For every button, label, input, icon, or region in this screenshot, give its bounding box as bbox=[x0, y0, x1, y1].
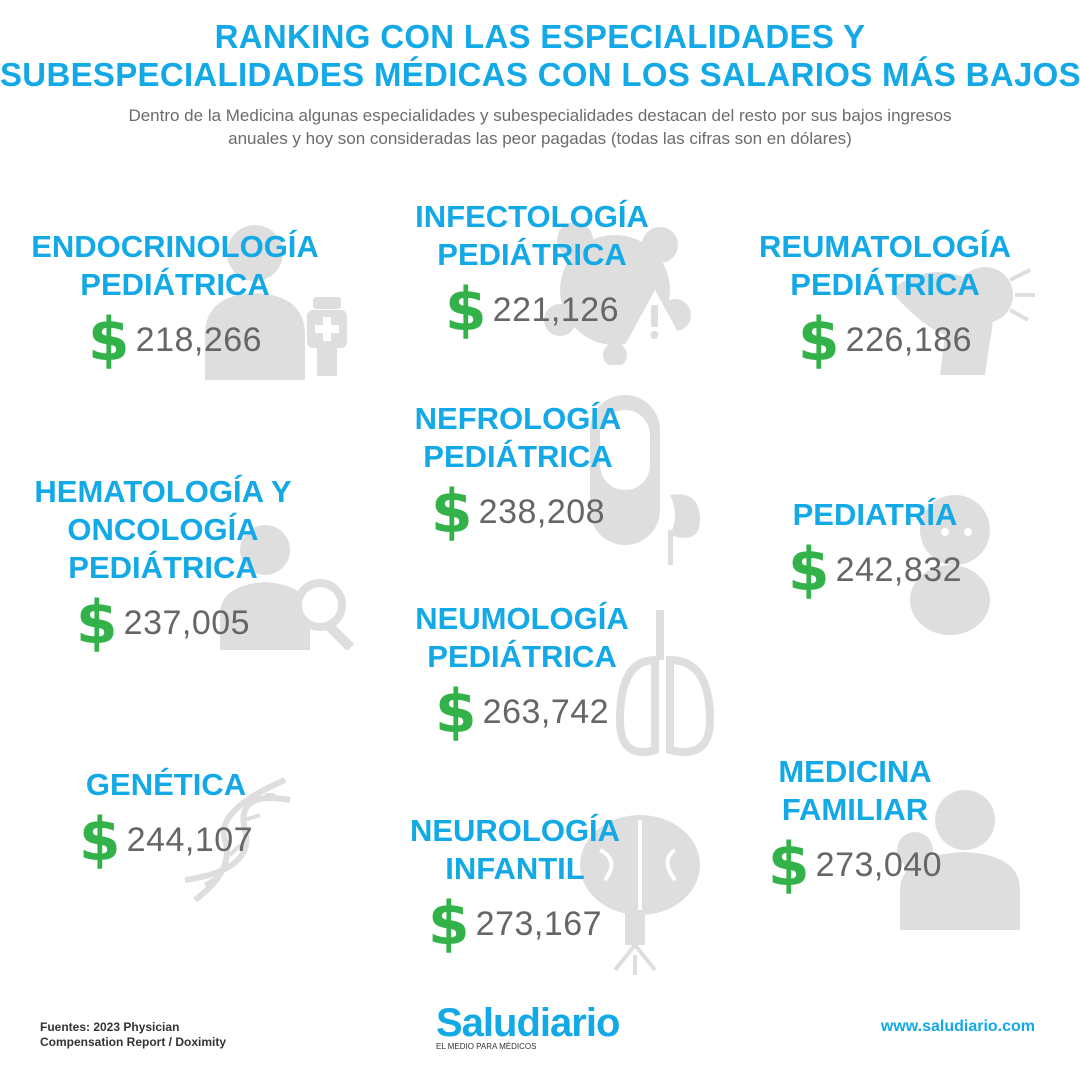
specialty-line: GENÉTICA bbox=[85, 767, 247, 802]
page-title: RANKING CON LAS ESPECIALIDADES Y SUBESPE… bbox=[0, 18, 1080, 94]
specialty-line: NEFROLOGÍA bbox=[414, 401, 622, 436]
specialty-name: INFECTOLOGÍA PEDIÁTRICA bbox=[372, 198, 692, 274]
sources-note: Fuentes: 2023 Physician Compensation Rep… bbox=[40, 1020, 226, 1050]
brain-icon bbox=[580, 815, 700, 975]
dollar-icon: $ bbox=[444, 275, 487, 345]
dollar-icon: $ bbox=[430, 477, 473, 547]
specialty-line: PEDIÁTRICA bbox=[790, 267, 980, 302]
salary: $ 244,107 bbox=[6, 810, 326, 870]
salary-amount: 237,005 bbox=[123, 604, 251, 642]
salary-amount: 242,832 bbox=[835, 551, 963, 589]
salary: $ 273,167 bbox=[355, 894, 675, 954]
specialty-line: HEMATOLOGÍA Y bbox=[34, 474, 292, 509]
family-doctor-icon bbox=[897, 790, 1020, 930]
baby-icon bbox=[910, 495, 990, 635]
saludiario-logo: Saludiario EL MEDIO PARA MÉDICOS bbox=[436, 1001, 620, 1052]
lungs-icon bbox=[615, 610, 715, 756]
specialty-name: NEUMOLOGÍA PEDIÁTRICA bbox=[362, 600, 682, 676]
specialty-name: PEDIATRÍA bbox=[715, 496, 1035, 534]
salary-amount: 244,107 bbox=[126, 821, 254, 859]
specialty-line: PEDIÁTRICA bbox=[80, 267, 270, 302]
page-subtitle: Dentro de la Medicina algunas especialid… bbox=[80, 104, 1000, 150]
kidney-icon bbox=[590, 395, 700, 565]
specialty-name: NEUROLOGÍA INFANTIL bbox=[355, 812, 675, 888]
dollar-icon: $ bbox=[434, 677, 477, 747]
item-nefrologia-pediatrica: NEFROLOGÍA PEDIÁTRICA $ 238,208 bbox=[358, 400, 678, 542]
dna-icon bbox=[184, 777, 291, 903]
salary: $ 221,126 bbox=[372, 280, 692, 340]
item-medicina-familiar: MEDICINA FAMILIAR $ 273,040 bbox=[695, 753, 1015, 895]
salary-amount: 221,126 bbox=[492, 291, 620, 329]
salary: $ 226,186 bbox=[725, 310, 1045, 370]
salary-amount: 263,742 bbox=[482, 693, 610, 731]
specialty-line: PEDIÁTRICA bbox=[423, 439, 613, 474]
salary-amount: 226,186 bbox=[845, 321, 973, 359]
specialty-name: MEDICINA FAMILIAR bbox=[695, 753, 1015, 829]
dollar-icon: $ bbox=[87, 305, 130, 375]
specialty-line: ENDOCRINOLOGÍA bbox=[31, 229, 319, 264]
salary-amount: 238,208 bbox=[478, 493, 606, 531]
title-line-2: SUBESPECIALIDADES MÉDICAS CON LOS SALARI… bbox=[0, 56, 1080, 93]
specialty-line: PEDIÁTRICA bbox=[437, 237, 627, 272]
salary: $ 237,005 bbox=[3, 593, 323, 653]
dollar-icon: $ bbox=[427, 889, 470, 959]
title-line-1: RANKING CON LAS ESPECIALIDADES Y bbox=[214, 18, 866, 55]
doctor-magnifier-icon bbox=[220, 525, 355, 650]
salary: $ 218,266 bbox=[15, 310, 335, 370]
item-genetica: GENÉTICA $ 244,107 bbox=[6, 766, 326, 870]
dollar-icon: $ bbox=[78, 805, 121, 875]
item-reumatologia-pediatrica: REUMATOLOGÍA PEDIÁTRICA $ 226,186 bbox=[725, 228, 1045, 370]
sources-line: Compensation Report / Doximity bbox=[40, 1035, 227, 1049]
subtitle-line-2: anuales y hoy son consideradas las peor … bbox=[228, 129, 852, 148]
item-pediatria: PEDIATRÍA $ 242,832 bbox=[715, 496, 1035, 600]
specialty-name: GENÉTICA bbox=[6, 766, 326, 804]
specialty-line: PEDIATRÍA bbox=[792, 497, 958, 532]
logo-tagline: EL MEDIO PARA MÉDICOS bbox=[436, 1042, 537, 1051]
specialty-name: REUMATOLOGÍA PEDIÁTRICA bbox=[725, 228, 1045, 304]
salary: $ 263,742 bbox=[362, 682, 682, 742]
salary-amount: 273,167 bbox=[475, 905, 603, 943]
joint-pain-icon bbox=[890, 267, 1035, 375]
salary: $ 242,832 bbox=[715, 540, 1035, 600]
subtitle-line-1: Dentro de la Medicina algunas especialid… bbox=[128, 106, 952, 125]
specialty-line: PEDIÁTRICA bbox=[68, 550, 258, 585]
salary-amount: 218,266 bbox=[135, 321, 263, 359]
specialty-name: NEFROLOGÍA PEDIÁTRICA bbox=[358, 400, 678, 476]
dollar-icon: $ bbox=[767, 830, 810, 900]
dollar-icon: $ bbox=[75, 588, 118, 658]
item-hematologia-oncologia-pediatrica: HEMATOLOGÍA Y ONCOLOGÍA PEDIÁTRICA $ 237… bbox=[3, 473, 323, 653]
dollar-icon: $ bbox=[797, 305, 840, 375]
website-link[interactable]: www.saludiario.com bbox=[880, 1018, 1035, 1035]
item-neurologia-infantil: NEUROLOGÍA INFANTIL $ 273,167 bbox=[355, 812, 675, 954]
sources-line: Fuentes: 2023 Physician bbox=[40, 1020, 180, 1034]
doctor-bottle-icon bbox=[205, 225, 347, 380]
specialty-line: INFANTIL bbox=[445, 851, 585, 886]
salary: $ 273,040 bbox=[695, 835, 1015, 895]
specialty-line: PEDIÁTRICA bbox=[427, 639, 617, 674]
specialty-line: ONCOLOGÍA bbox=[67, 512, 259, 547]
item-endocrinologia-pediatrica: ENDOCRINOLOGÍA PEDIÁTRICA $ 218,266 bbox=[15, 228, 335, 370]
specialty-name: HEMATOLOGÍA Y ONCOLOGÍA PEDIÁTRICA bbox=[3, 473, 323, 587]
virus-warning-icon bbox=[544, 222, 691, 365]
specialty-line: NEUMOLOGÍA bbox=[415, 601, 629, 636]
specialty-line: FAMILIAR bbox=[781, 792, 929, 827]
specialty-line: INFECTOLOGÍA bbox=[415, 199, 649, 234]
specialty-name: ENDOCRINOLOGÍA PEDIÁTRICA bbox=[15, 228, 335, 304]
dollar-icon: $ bbox=[787, 535, 830, 605]
salary-amount: 273,040 bbox=[815, 846, 943, 884]
item-infectologia-pediatrica: INFECTOLOGÍA PEDIÁTRICA $ 221,126 bbox=[372, 198, 692, 340]
specialty-line: NEUROLOGÍA bbox=[409, 813, 621, 848]
salary: $ 238,208 bbox=[358, 482, 678, 542]
specialty-line: REUMATOLOGÍA bbox=[758, 229, 1011, 264]
item-neumologia-pediatrica: NEUMOLOGÍA PEDIÁTRICA $ 263,742 bbox=[362, 600, 682, 742]
logo-word: Saludiario bbox=[436, 1001, 620, 1045]
specialty-line: MEDICINA bbox=[778, 754, 932, 789]
